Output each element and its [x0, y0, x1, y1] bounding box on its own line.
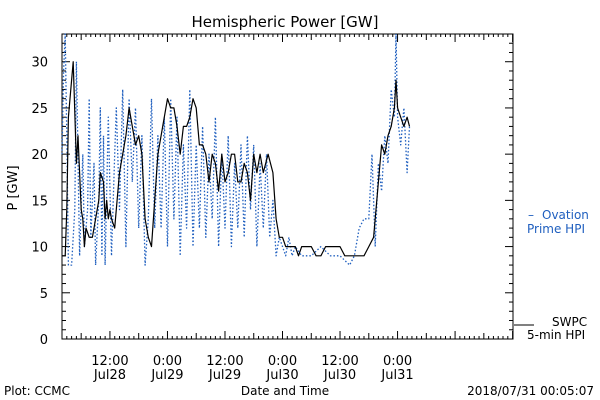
axis-ticks [61, 33, 514, 340]
series-line-ovation-prime-hpi [61, 33, 411, 266]
y-tick-label: 30 [31, 56, 48, 71]
x-tick-label-time: 0:00 [153, 354, 182, 369]
series-layer [61, 33, 411, 266]
legend-ovation-line1: Ovation [542, 208, 589, 222]
legend-ovation-dash: – [528, 208, 534, 222]
y-tick-label: 25 [31, 102, 48, 117]
chart-title: Hemispheric Power [GW] [192, 13, 379, 31]
x-tick-label-time: 12:00 [91, 354, 128, 369]
plot-frame [61, 33, 514, 340]
x-axis-label: Date and Time [241, 384, 329, 398]
footer-timestamp: 2018/07/31 00:05:07 [467, 384, 594, 398]
y-tick-label: 20 [31, 148, 48, 163]
legend: – Ovation Prime HPI SWPC 5-min HPI [514, 208, 589, 342]
legend-ovation-line2: Prime HPI [527, 222, 585, 236]
y-tick-label: 15 [31, 194, 48, 209]
x-tick-label-time: 12:00 [206, 354, 243, 369]
x-tick-label-date: Jul29 [208, 368, 241, 383]
y-tick-labels: 0 5 10 15 20 25 30 [31, 56, 48, 348]
x-tick-label-date: Jul31 [380, 368, 413, 383]
y-axis-label: P [GW] [6, 165, 21, 210]
x-tick-label-time: 0:00 [383, 354, 412, 369]
x-tick-label-time: 12:00 [321, 354, 358, 369]
x-tick-label-date: Jul30 [265, 368, 298, 383]
y-tick-label: 0 [40, 333, 48, 348]
x-tick-label-date: Jul29 [150, 368, 183, 383]
x-tick-label-time: 0:00 [268, 354, 297, 369]
x-tick-label-date: Jul30 [323, 368, 356, 383]
y-tick-label: 10 [31, 241, 48, 256]
x-tick-labels: 12:00Jul280:00Jul2912:00Jul290:00Jul3012… [91, 354, 413, 383]
y-tick-label: 5 [40, 287, 48, 302]
legend-swpc-line1: SWPC [552, 315, 587, 329]
legend-swpc-line2: 5-min HPI [527, 328, 585, 342]
x-tick-label-date: Jul28 [93, 368, 126, 383]
series-line-swpc-hpi [62, 61, 411, 257]
footer-plot-credit: Plot: CCMC [4, 384, 70, 398]
